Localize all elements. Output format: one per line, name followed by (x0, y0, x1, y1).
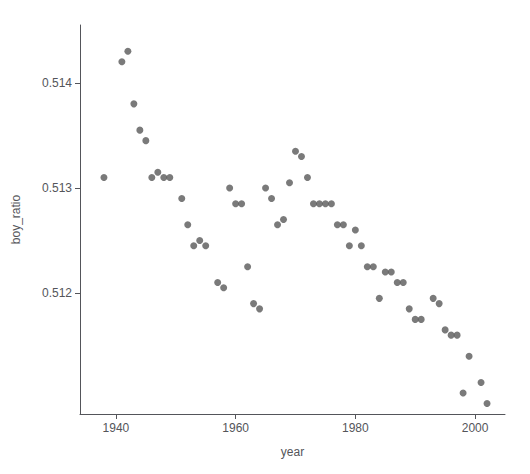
svg-text:year: year (281, 445, 304, 459)
svg-text:0.514: 0.514 (42, 76, 72, 90)
svg-text:0.512: 0.512 (42, 286, 72, 300)
svg-text:2000: 2000 (462, 421, 489, 435)
svg-text:boy_ratio: boy_ratio (9, 194, 23, 244)
svg-text:0.513: 0.513 (42, 181, 72, 195)
svg-text:1960: 1960 (222, 421, 249, 435)
svg-text:1980: 1980 (342, 421, 369, 435)
svg-text:1940: 1940 (103, 421, 130, 435)
